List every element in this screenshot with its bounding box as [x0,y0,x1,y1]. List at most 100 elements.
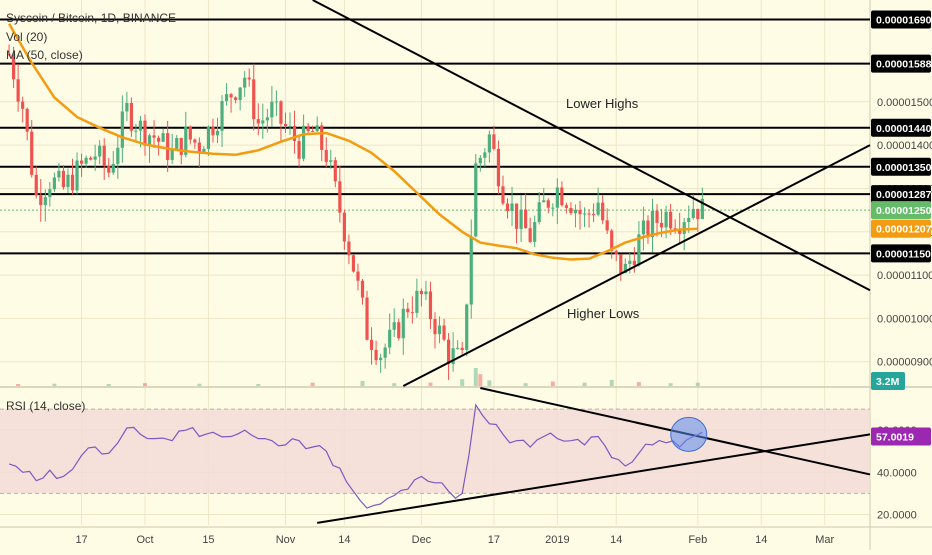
candle-body [175,137,179,149]
candle-body [569,207,573,214]
trendline-rsi-rising [317,433,871,524]
ma-value-tag: 0.00001207 [871,219,932,238]
candle-body [125,102,129,112]
level-value-tag-text: 0.00001588 [876,59,932,71]
candle-body [678,229,682,234]
candle-body [329,160,333,162]
time-tick-label: Oct [136,534,153,546]
candle-body [587,213,591,215]
candle-body [16,79,20,102]
time-tick-label: 17 [488,534,500,546]
tag-layer: 0.00001690 0.00001588 0.00001440 0.00001350… [871,10,932,446]
symbol-title: Syscoin / Bitcoin, 1D, BINANCE [6,11,176,25]
volume-bar [636,382,641,386]
candle-body [501,186,505,204]
volume-bar [106,384,111,386]
candle-body [560,187,564,206]
candle-body [107,165,111,173]
candle-body [533,222,537,242]
candle-body [415,290,419,313]
volume-bar [487,380,492,386]
candle-body [301,125,306,159]
time-tick-label: 14 [338,534,350,546]
candle-body [234,97,238,101]
candle-body [428,291,433,320]
annotation-higher-lows: Higher Lows [567,306,640,321]
candle-body [424,291,428,295]
candle-body [43,197,47,205]
candle-body [379,357,383,361]
candle-body [492,134,496,149]
candle-body [61,170,66,188]
candle-body [388,329,392,348]
candle-body [306,125,310,132]
candle-body [166,133,170,160]
ma-line [8,23,698,261]
volume-bar [668,383,673,386]
candle-body [315,125,319,132]
time-tick-label: 2019 [545,534,569,546]
candle-body [542,200,546,203]
rsi-value-tag-text: 57.0019 [876,431,914,443]
candle-body [401,308,405,339]
candle-body [179,137,183,155]
candle-body [98,145,102,157]
candle-body [487,134,491,153]
candle-body [238,87,242,101]
candle-body [383,347,387,358]
rsi-band-layer [0,408,870,494]
candle-body [505,203,510,212]
rsi-band [0,409,870,494]
candle-body [691,208,695,218]
highlight-circle [670,416,708,452]
level-value-tag-bg [871,10,931,29]
candle-body [578,209,582,215]
candle-body [347,241,351,256]
rsi-legend: RSI (14, close) [6,399,85,413]
candle-body [623,263,627,273]
candle-body [410,312,414,314]
candle-body [102,145,106,166]
candle-body [474,163,478,237]
volume-value-tag-text: 3.2M [876,376,900,388]
candle-body [573,209,578,214]
candle-body [356,271,360,281]
trendline-lower-highs [312,0,871,292]
candle-body [619,254,623,273]
volume-bar [197,383,202,386]
candle-body [89,157,93,160]
level-value-tag-text: 0.00001287 [876,189,932,201]
volume-layer [16,368,700,386]
candle-body [460,347,464,350]
candle-body [442,325,446,340]
candle-body [546,200,550,208]
candle-body [197,142,201,154]
candle-body [324,149,328,162]
candle-body [143,120,147,146]
candle-body [25,108,29,132]
candle-body [274,101,279,103]
candle-body [193,139,197,143]
candle-body [632,260,636,266]
candle-body [229,94,233,98]
candle-body [650,210,655,238]
candle-body [478,157,482,164]
volume-bar [550,381,555,386]
rsi-value-tag-bg [871,427,931,446]
candle-body [596,202,600,215]
candle-body [641,220,646,235]
candle-body [664,211,668,228]
candle-body [247,77,251,80]
candle-body [11,54,16,80]
candle-body [419,290,424,295]
time-tick-label: 14 [610,534,622,546]
candle-body [524,209,528,229]
volume-value-tag: 3.2M [871,372,905,390]
candle-body [655,210,659,223]
candle-body [456,347,460,349]
rsi-line [8,403,703,509]
candle-body [202,148,206,154]
level-layer [0,18,870,255]
candle-body [147,135,152,146]
candle-body [279,101,283,124]
